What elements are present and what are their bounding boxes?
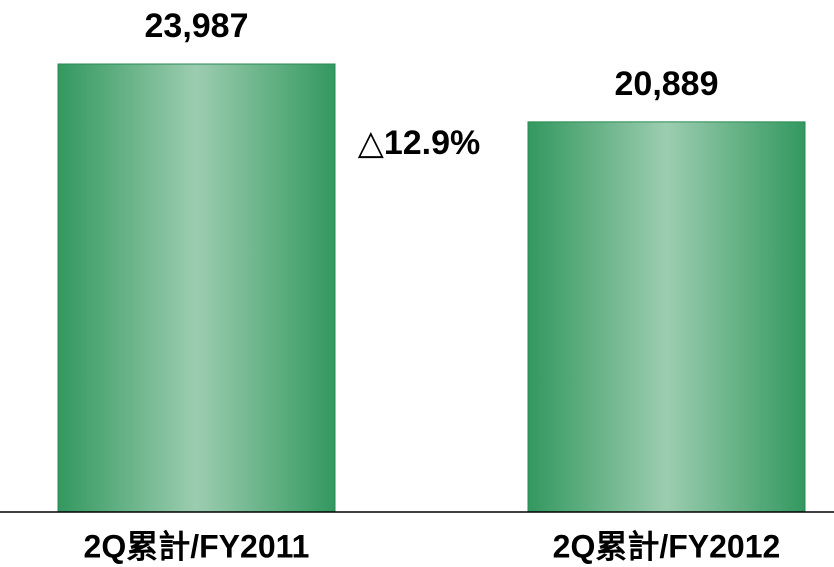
bar — [57, 63, 336, 513]
x-tick-label: 2Q累計/FY2012 — [553, 528, 781, 564]
value-label: 23,987 — [145, 7, 249, 45]
x-tick-label: 2Q累計/FY2011 — [84, 528, 310, 564]
value-label: 20,889 — [615, 65, 719, 103]
bar — [527, 121, 806, 513]
change-annotation: △12.9% — [358, 124, 481, 162]
